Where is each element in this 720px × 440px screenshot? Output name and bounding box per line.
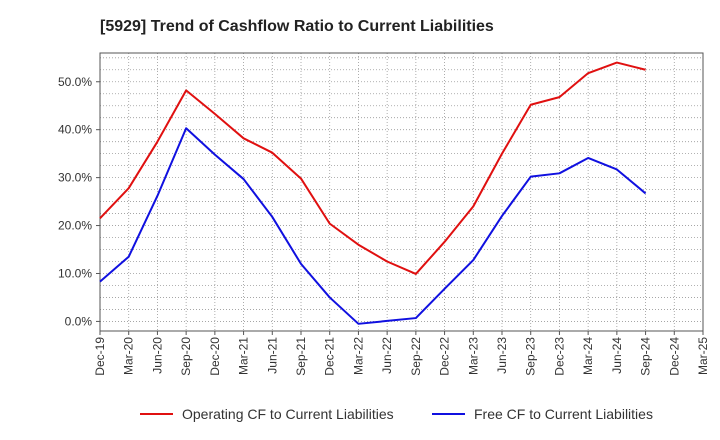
y-tick-label: 20.0%: [58, 219, 92, 233]
x-tick-label: Dec-21: [323, 337, 337, 376]
y-tick-label: 50.0%: [58, 75, 92, 89]
x-tick-label: Sep-20: [179, 337, 193, 376]
x-tick-label: Jun-23: [495, 337, 509, 374]
y-tick-label: 10.0%: [58, 266, 92, 280]
x-tick-label: Sep-24: [639, 337, 653, 376]
x-tick-label: Mar-20: [122, 337, 136, 375]
plot-frame: [99, 52, 704, 332]
legend-label-2: Free CF to Current Liabilities: [474, 406, 653, 422]
x-tick-label: Jun-21: [265, 337, 279, 374]
x-tick-label: Mar-21: [237, 337, 251, 375]
plot-area: 0.0% 10.0% 20.0% 30.0% 40.0% 50.0% Dec-19 Mar-2…: [58, 52, 710, 376]
x-tick-label: Mar-25: [696, 337, 710, 375]
x-tick-label: Mar-23: [466, 337, 480, 375]
series-line-2: [99, 127, 647, 325]
x-tick-label: Dec-20: [208, 337, 222, 376]
x-tick-label: Jun-20: [150, 337, 164, 374]
x-tick-label: Jun-22: [380, 337, 394, 374]
x-tick-label: Sep-22: [409, 337, 423, 376]
x-tick-label: Dec-22: [438, 337, 452, 376]
legend: Operating CF to Current Liabilities Free …: [140, 406, 653, 422]
x-tick-label: Dec-19: [93, 337, 107, 376]
x-tick-label: Mar-22: [351, 337, 365, 375]
series-line-1: [99, 61, 646, 275]
plot-background: [100, 53, 703, 331]
y-tick-label: 40.0%: [58, 123, 92, 137]
y-tick-label: 0.0%: [65, 314, 93, 328]
x-tick-label: Jun-24: [610, 337, 624, 374]
x-tick-label: Dec-24: [667, 337, 681, 376]
x-tick-label: Mar-24: [581, 337, 595, 375]
y-tick-label: 30.0%: [58, 171, 92, 185]
chart-title: [5929] Trend of Cashflow Ratio to Curren…: [100, 18, 494, 35]
legend-label-1: Operating CF to Current Liabilities: [182, 406, 394, 422]
x-tick-label: Sep-23: [524, 337, 538, 376]
x-tick-label: Dec-23: [552, 337, 566, 376]
x-tick-label: Sep-21: [294, 337, 308, 376]
